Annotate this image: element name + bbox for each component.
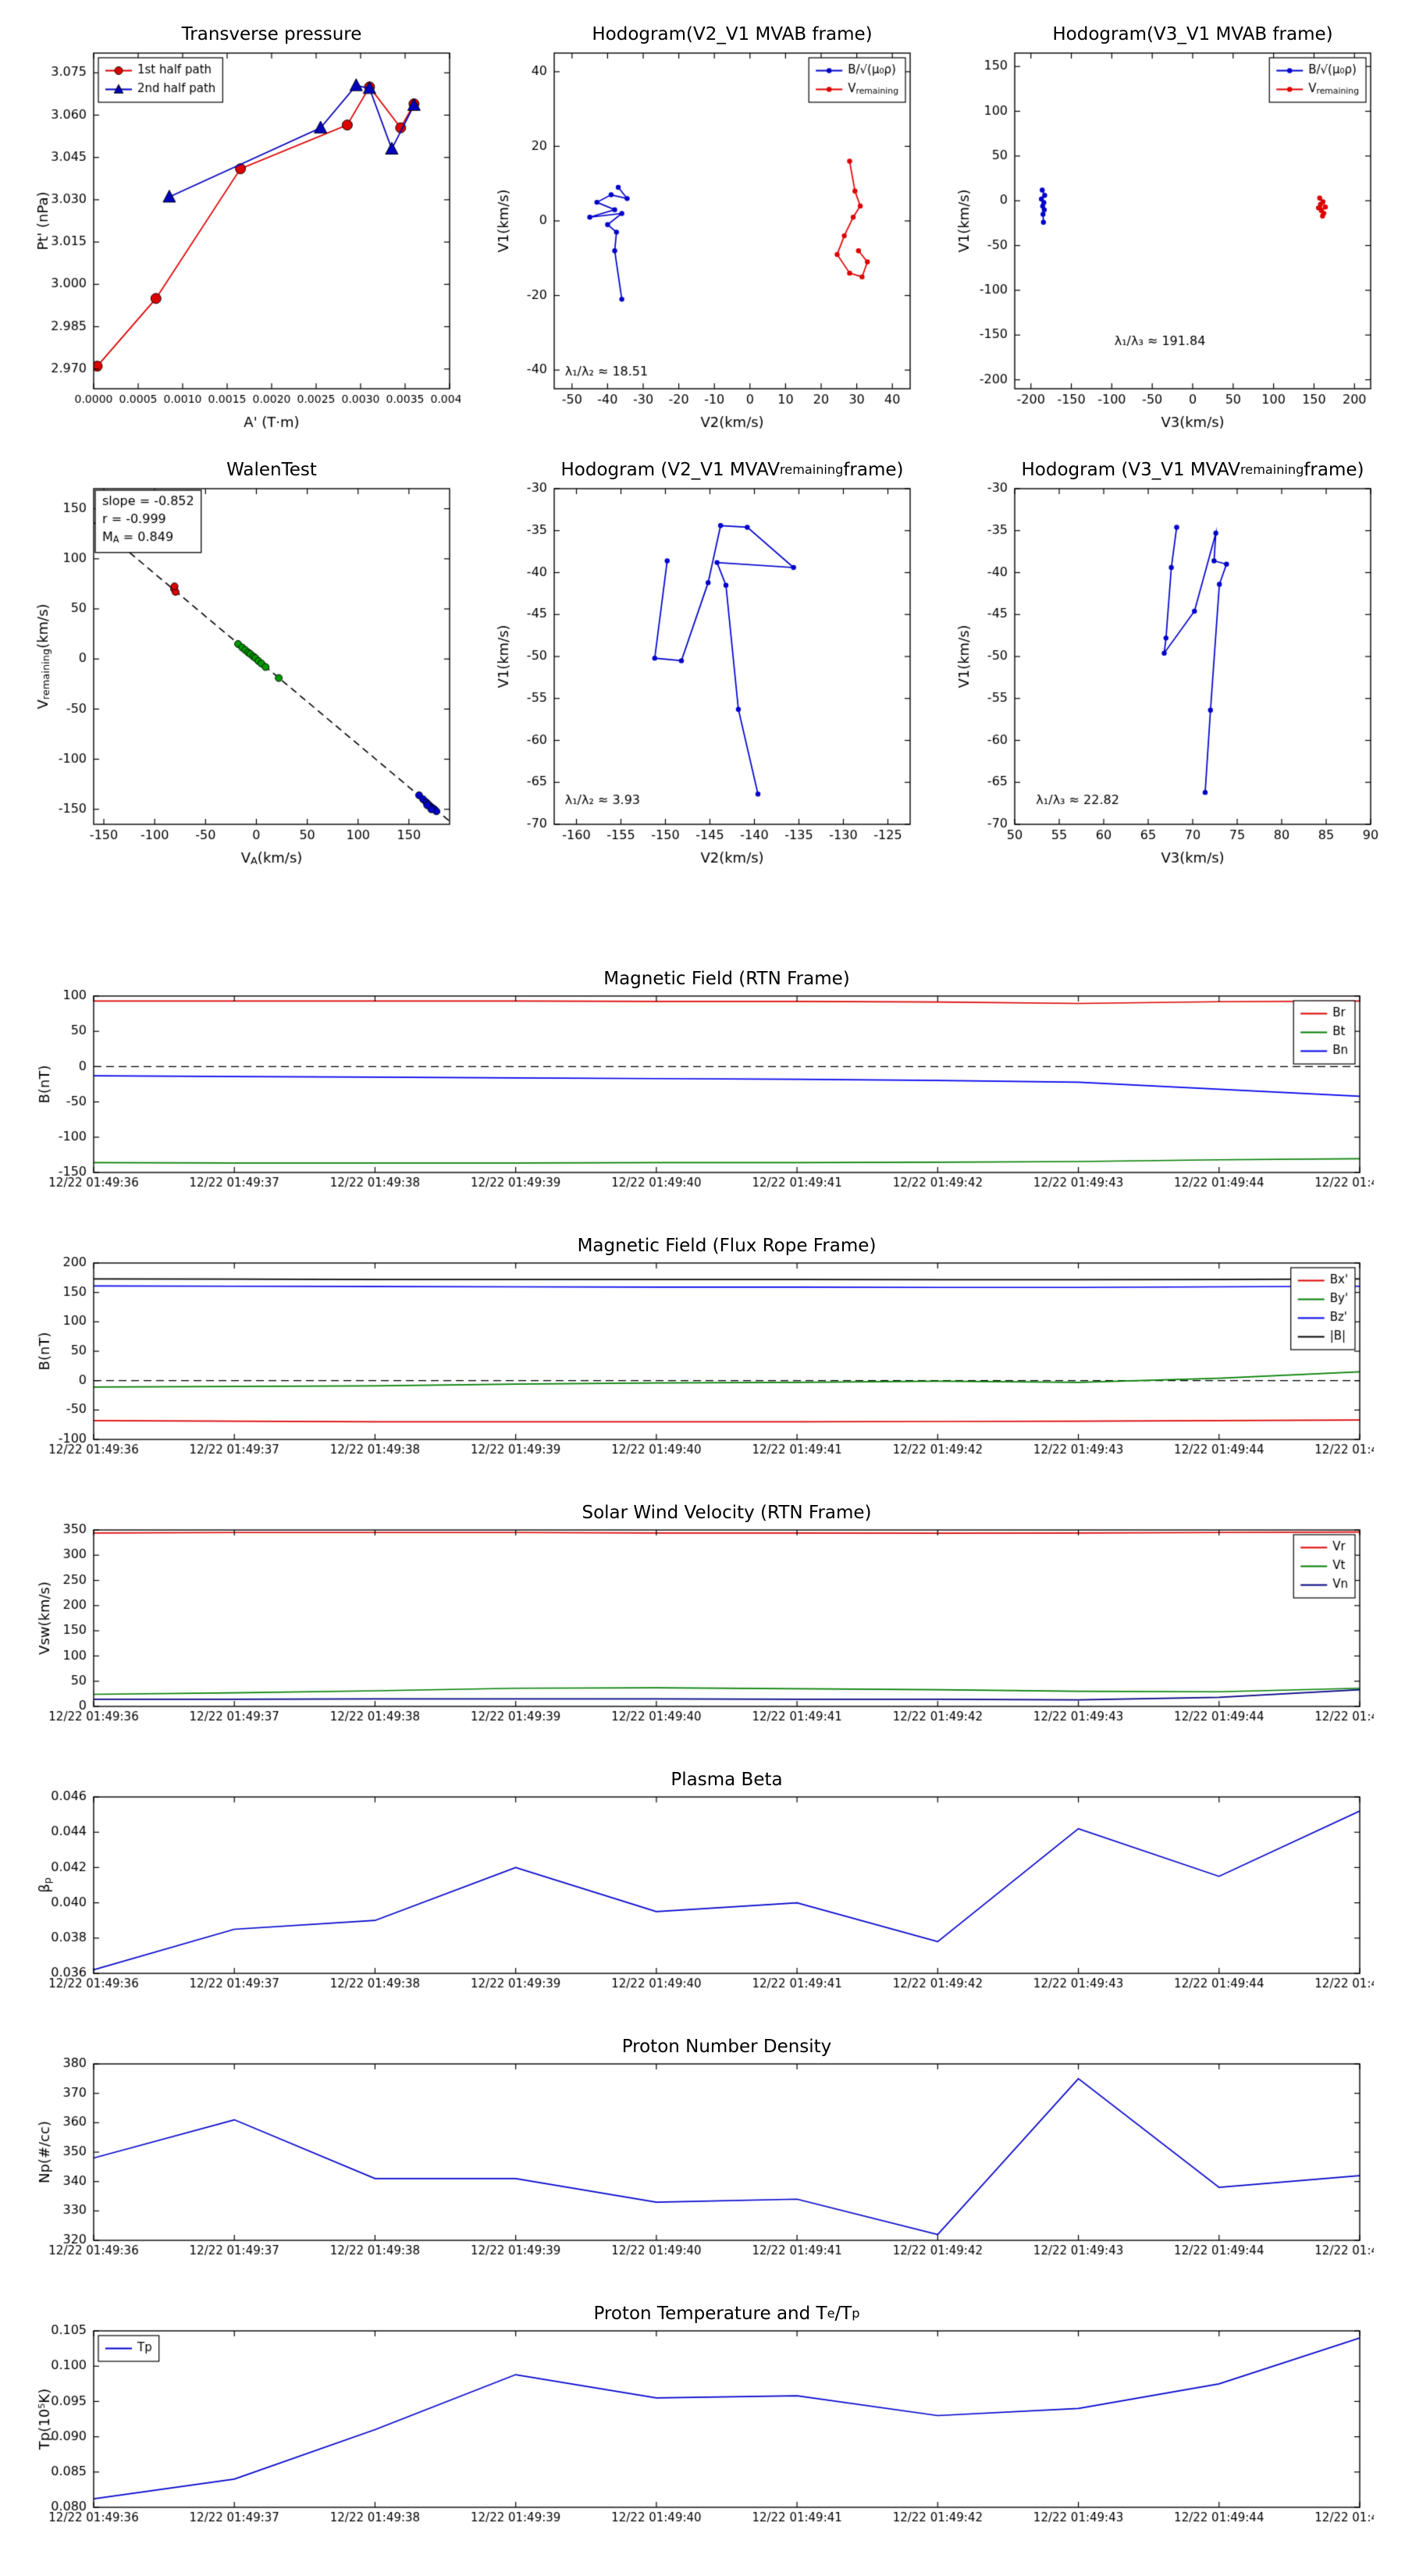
plot-solar-wind-velocity: Solar Wind Velocity (RTN Frame) — [31, 1499, 1374, 1742]
transverse-pressure-canvas — [23, 45, 461, 436]
plot-title: Hodogram(V3_V1 MVAB frame) — [1052, 24, 1333, 44]
plot-title: Solar Wind Velocity (RTN Frame) — [582, 1503, 872, 1523]
plot-walen-test: WalenTest — [23, 456, 461, 871]
plot-hodogram-v3v1-mvab: Hodogram(V3_V1 MVAB frame) — [944, 20, 1382, 436]
timeseries-section: Magnetic Field (RTN Frame) Magnetic Fiel… — [0, 965, 1405, 2543]
plot-hodogram-v3v1-mvav: Hodogram (V3_V1 MVAV remaining frame) — [944, 456, 1382, 871]
plot-plasma-beta: Plasma Beta — [31, 1766, 1374, 2009]
proton-number-density-canvas — [31, 2058, 1374, 2276]
plot-proton-number-density: Proton Number Density — [31, 2033, 1374, 2276]
plot-title: Plasma Beta — [670, 1770, 783, 1790]
plot-hodogram-v2v1-mvav: Hodogram (V2_V1 MVAV remaining frame) — [484, 456, 921, 871]
magnetic-field-rtn-canvas — [31, 990, 1374, 1208]
plot-title: Hodogram (V2_V1 MVAV remaining frame) — [560, 460, 904, 480]
plot-hodogram-v2v1-mvab: Hodogram(V2_V1 MVAB frame) — [484, 20, 921, 436]
plot-title: Proton Number Density — [621, 2037, 832, 2057]
hodogram-v3v1-mvab-canvas — [944, 45, 1382, 436]
plot-magnetic-field-rtn: Magnetic Field (RTN Frame) — [31, 965, 1374, 1208]
plot-title: Hodogram(V2_V1 MVAB frame) — [592, 24, 873, 44]
proton-temperature-canvas — [31, 2325, 1374, 2543]
plot-magnetic-field-flux-rope: Magnetic Field (Flux Rope Frame) — [31, 1232, 1374, 1475]
hodogram-v2v1-mvav-canvas — [484, 481, 921, 871]
subplot-row-1: Transverse pressure Hodogram(V2_V1 MVAB … — [0, 20, 1405, 436]
walen-test-canvas — [23, 481, 461, 871]
subplot-row-2: WalenTest Hodogram (V2_V1 MVAV remaining … — [0, 456, 1405, 871]
hodogram-v3v1-mvav-canvas — [944, 481, 1382, 871]
plasma-beta-canvas — [31, 1791, 1374, 2009]
plot-title: Magnetic Field (Flux Rope Frame) — [577, 1236, 877, 1256]
hodogram-v2v1-mvab-canvas — [484, 45, 921, 436]
magnetic-field-flux-rope-canvas — [31, 1257, 1374, 1475]
plot-title: WalenTest — [226, 460, 317, 480]
solar-wind-velocity-canvas — [31, 1524, 1374, 1742]
plot-title: Hodogram (V3_V1 MVAV remaining frame) — [1021, 460, 1364, 480]
plot-transverse-pressure: Transverse pressure — [23, 20, 461, 436]
plot-title: Magnetic Field (RTN Frame) — [603, 969, 850, 989]
plot-title: Transverse pressure — [181, 24, 362, 44]
